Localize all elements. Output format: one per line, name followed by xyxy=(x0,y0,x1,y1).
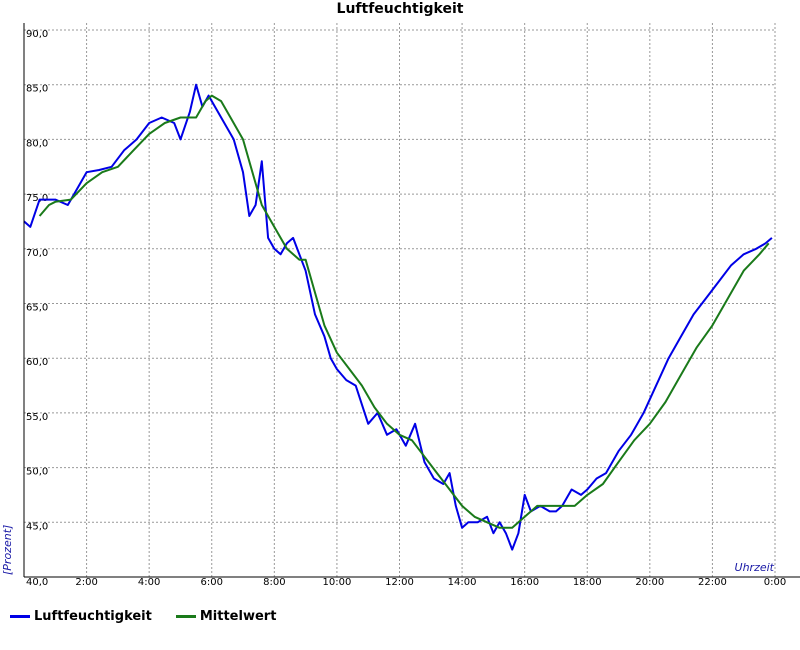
x-tick-label: 0:00 xyxy=(764,577,786,588)
plot-area xyxy=(23,83,773,551)
y-tick-label: 60,0 xyxy=(26,357,48,368)
x-tick-label: 6:00 xyxy=(201,577,223,588)
series-line-luftfeuchtigkeit xyxy=(23,83,773,551)
x-tick-label: 14:00 xyxy=(448,577,477,588)
legend-label-luftfeuchtigkeit: Luftfeuchtigkeit xyxy=(34,609,152,624)
y-tick-label: 85,0 xyxy=(26,84,48,95)
y-tick-label: 45,0 xyxy=(26,521,48,532)
y-tick-label: 55,0 xyxy=(26,412,48,423)
x-tick-label: 16:00 xyxy=(510,577,539,588)
legend-item-luftfeuchtigkeit: Luftfeuchtigkeit xyxy=(10,609,152,624)
y-tick-label: 50,0 xyxy=(26,467,48,478)
y-tick-label: 80,0 xyxy=(26,138,48,149)
legend-swatch-luftfeuchtigkeit xyxy=(10,615,30,618)
chart-title: Luftfeuchtigkeit xyxy=(337,1,464,17)
x-tick-label: 4:00 xyxy=(138,577,160,588)
series-line-mittelwert xyxy=(38,94,770,529)
legend: Luftfeuchtigkeit Mittelwert xyxy=(10,609,276,624)
legend-item-mittelwert: Mittelwert xyxy=(175,609,277,624)
y-axis-label: [Prozent] xyxy=(1,525,14,575)
y-tick-label: 40,0 xyxy=(26,577,48,588)
legend-swatch-mittelwert xyxy=(175,615,196,618)
x-axis-label: Uhrzeit xyxy=(735,561,775,574)
x-tick-label: 18:00 xyxy=(573,577,602,588)
tick-labels: 40,0 45,0 50,0 55,0 60,0 65,0 70,0 75,0 80,0 85,0… xyxy=(26,29,786,588)
x-tick-label: 20:00 xyxy=(635,577,664,588)
y-tick-label: 75,0 xyxy=(26,193,48,204)
grid xyxy=(24,23,776,577)
x-tick-label: 22:00 xyxy=(698,577,727,588)
y-tick-label: 90,0 xyxy=(26,29,48,40)
y-tick-label: 65,0 xyxy=(26,303,48,314)
legend-label-mittelwert: Mittelwert xyxy=(199,609,277,624)
x-tick-label: 2:00 xyxy=(75,577,97,588)
x-tick-label: 8:00 xyxy=(263,577,285,588)
y-tick-label: 70,0 xyxy=(26,248,48,259)
x-tick-label: 10:00 xyxy=(323,577,352,588)
x-tick-label: 12:00 xyxy=(385,577,414,588)
